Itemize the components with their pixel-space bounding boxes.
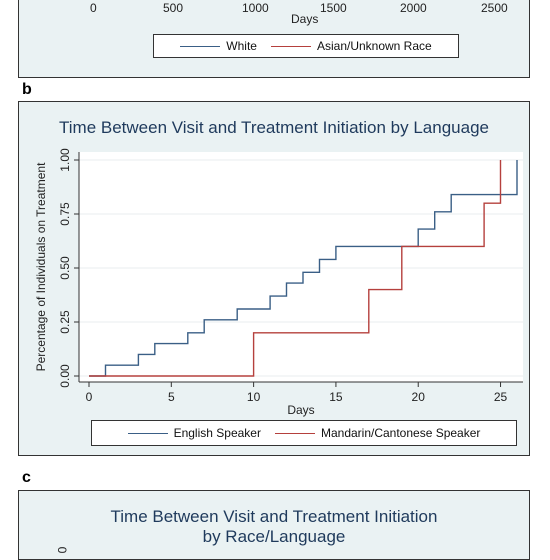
legend-item-white: White	[180, 39, 257, 53]
x-axis-label: Days	[287, 403, 314, 417]
plot-area	[79, 152, 523, 382]
x-tick-label: 5	[168, 390, 175, 404]
legend-label: Asian/Unknown Race	[316, 39, 432, 53]
x-axis-label: Days	[291, 12, 319, 26]
legend-swatch	[274, 432, 315, 434]
legend-label: Mandarin/Cantonese Speaker	[320, 426, 481, 440]
panel-c: Time Between Visit and Treatment Initiat…	[18, 490, 530, 560]
x-tick-label: 10	[247, 390, 261, 404]
panel-c-title-line1: Time Between Visit and Treatment Initiat…	[110, 507, 438, 526]
x-tick-label: 500	[163, 1, 184, 15]
chart-title: Time Between Visit and Treatment Initiat…	[59, 118, 489, 137]
y-tick-label: 0.50	[58, 256, 72, 280]
y-tick-label: 0.75	[58, 202, 72, 226]
x-tick-label: 1000	[242, 1, 269, 15]
y-axis-label: Percentage of Individuals on Treatment	[34, 162, 48, 371]
legend-swatch	[127, 432, 168, 434]
legend-item-asian-unknown: Asian/Unknown Race	[270, 39, 432, 53]
y-tick-label: 0.00	[58, 364, 72, 388]
legend-label: English Speaker	[173, 426, 261, 440]
panel-b-legend: English Speaker Mandarin/Cantonese Speak…	[91, 420, 517, 446]
panel-a-x-axis: 0 500 1000 1500 2000 2500 Days	[19, 0, 529, 35]
y-tick-label: 0.25	[58, 310, 72, 334]
x-tick-label: 15	[329, 390, 343, 404]
panel-a-legend: White Asian/Unknown Race	[153, 34, 459, 58]
x-tick-label: 25	[494, 390, 508, 404]
y-tick-label: 1.00	[58, 148, 72, 172]
x-tick-label: 2000	[400, 1, 427, 15]
series-line-mandarin-cantonese-speaker	[89, 160, 502, 377]
panel-c-y-tick-label: 0	[55, 546, 70, 554]
x-tick-label: 0	[86, 390, 93, 404]
x-tick-label: 20	[412, 390, 426, 404]
x-tick-label: 1500	[320, 1, 347, 15]
chart-svg: 0.00 0.25 0.50 0.75 1.00 0 5 10 15 20 25 Days Percen…	[34, 148, 523, 417]
legend-item-english: English Speaker	[127, 426, 261, 440]
series-line-english-speaker	[89, 160, 518, 377]
legend-label: White	[226, 39, 257, 53]
panel-a: 0 500 1000 1500 2000 2500 Days White Asi…	[18, 0, 530, 78]
x-tick-label: 2500	[481, 1, 508, 15]
legend-item-mandarin-cantonese: Mandarin/Cantonese Speaker	[274, 426, 481, 440]
panel-letter-c: c	[22, 469, 31, 486]
panel-letter-b: b	[22, 81, 32, 98]
legend-swatch	[180, 45, 221, 47]
x-tick-label: 0	[90, 1, 97, 15]
legend-swatch	[270, 45, 311, 47]
panel-b: Time Between Visit and Treatment Initiat…	[18, 101, 530, 456]
panel-c-title-line2: by Race/Language	[202, 527, 346, 546]
